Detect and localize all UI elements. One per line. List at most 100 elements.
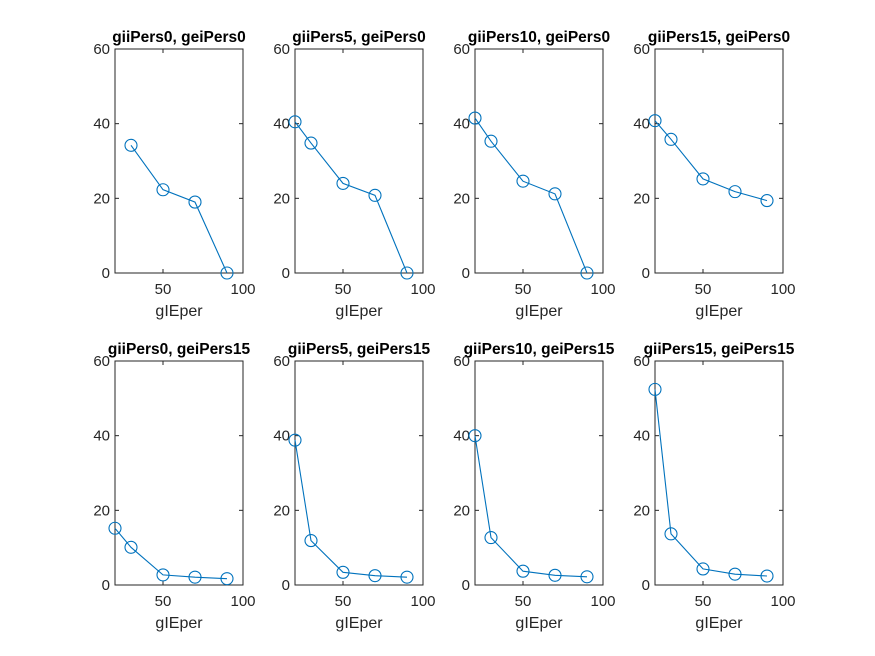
axes-frame [294, 48, 424, 274]
data-point-marker [368, 188, 382, 202]
y-tick-label: 0 [282, 265, 290, 282]
series-line [654, 389, 768, 577]
x-axis-label: gIEper [335, 303, 383, 320]
y-tick-label: 20 [93, 190, 110, 207]
series-line [654, 120, 768, 202]
data-point-marker [188, 570, 202, 584]
y-tick-label: 60 [273, 353, 290, 370]
x-tick-label: 50 [335, 593, 352, 610]
y-tick-label: 20 [453, 190, 470, 207]
data-point-marker [516, 564, 530, 578]
y-tick-label: 60 [633, 353, 650, 370]
y-tick-label: 40 [273, 428, 290, 445]
data-point-marker [516, 174, 530, 188]
y-tick-label: 0 [102, 577, 110, 594]
series-line [130, 144, 228, 274]
y-tick-label: 60 [633, 41, 650, 58]
axes-frame [654, 48, 784, 274]
subplot-title: giiPers15, geiPers0 [648, 29, 790, 46]
y-tick-label: 0 [642, 577, 650, 594]
data-point-marker [580, 570, 594, 584]
x-axis-label: gIEper [695, 615, 743, 632]
y-tick-label: 0 [642, 265, 650, 282]
series-line [294, 440, 408, 578]
x-tick-label: 100 [770, 281, 795, 298]
subplot-3: giiPers10, geiPers0 0 20 40 60 50 100 gIEper [453, 29, 615, 320]
y-tick-label: 0 [102, 265, 110, 282]
data-point-marker [400, 266, 414, 280]
series-line [294, 121, 408, 274]
data-point-marker [664, 527, 678, 541]
subplot-8: giiPers15, geiPers15 0 20 40 60 50 100 gIEper [633, 341, 795, 632]
y-tick-label: 40 [273, 116, 290, 133]
x-tick-label: 100 [770, 593, 795, 610]
x-tick-label: 50 [695, 593, 712, 610]
series-line [474, 117, 588, 274]
data-point-marker [728, 185, 742, 199]
data-point-marker [760, 569, 774, 583]
subplot-title: giiPers15, geiPers15 [644, 341, 795, 358]
y-tick-label: 60 [453, 353, 470, 370]
data-point-marker [288, 115, 302, 129]
axes-frame [474, 48, 604, 274]
data-point-marker [664, 132, 678, 146]
axes-frame [474, 360, 604, 586]
data-point-marker [696, 172, 710, 186]
x-axis-label: gIEper [515, 303, 563, 320]
subplot-title: giiPers0, geiPers15 [108, 341, 251, 358]
x-tick-label: 100 [410, 281, 435, 298]
data-point-marker [468, 111, 482, 125]
data-point-marker [220, 266, 234, 280]
subplot-title: giiPers10, geiPers0 [468, 29, 610, 46]
y-tick-label: 20 [93, 502, 110, 519]
y-tick-label: 20 [633, 190, 650, 207]
data-point-marker [400, 570, 414, 584]
axes-frame [654, 360, 784, 586]
subplot-2: giiPers5, geiPers0 0 20 40 60 50 100 gIEper [273, 29, 435, 320]
y-tick-label: 20 [273, 502, 290, 519]
series-line [114, 527, 228, 580]
data-point-marker [648, 114, 662, 128]
data-point-marker [124, 138, 138, 152]
data-point-marker [728, 567, 742, 581]
x-tick-label: 100 [410, 593, 435, 610]
x-tick-label: 100 [230, 281, 255, 298]
x-tick-label: 100 [230, 593, 255, 610]
y-tick-label: 20 [453, 502, 470, 519]
x-axis-label: gIEper [155, 303, 203, 320]
data-point-marker [484, 531, 498, 545]
data-point-marker [468, 429, 482, 443]
y-tick-label: 20 [633, 502, 650, 519]
data-point-marker [304, 136, 318, 150]
x-axis-label: gIEper [515, 615, 563, 632]
data-point-marker [220, 572, 234, 586]
x-tick-label: 50 [515, 281, 532, 298]
x-axis-label: gIEper [335, 615, 383, 632]
subplot-7: giiPers10, geiPers15 0 20 40 60 50 100 gIEper [453, 341, 615, 632]
y-tick-label: 60 [453, 41, 470, 58]
x-tick-label: 50 [515, 593, 532, 610]
data-point-marker [648, 382, 662, 396]
y-tick-label: 0 [282, 577, 290, 594]
data-point-marker [548, 187, 562, 201]
axes-frame [114, 48, 244, 274]
y-tick-label: 40 [93, 428, 110, 445]
x-axis-label: gIEper [695, 303, 743, 320]
data-point-marker [484, 134, 498, 148]
data-point-marker [336, 565, 350, 579]
series-line [474, 435, 588, 578]
x-tick-label: 50 [155, 593, 172, 610]
subplot-5: giiPers0, geiPers15 0 20 40 60 50 100 gIEper [93, 341, 255, 632]
y-tick-label: 40 [93, 116, 110, 133]
y-tick-label: 0 [462, 265, 470, 282]
subplot-title: giiPers0, geiPers0 [112, 29, 246, 46]
x-tick-label: 50 [335, 281, 352, 298]
subplot-1: giiPers0, geiPers0 0 20 40 60 50 100 gIEper [93, 29, 255, 320]
data-point-marker [304, 534, 318, 548]
y-tick-label: 60 [93, 41, 110, 58]
x-tick-label: 100 [590, 593, 615, 610]
subplot-title: giiPers10, geiPers15 [464, 341, 615, 358]
x-tick-label: 100 [590, 281, 615, 298]
subplot-4: giiPers15, geiPers0 0 20 40 60 50 100 gIEper [633, 29, 795, 320]
